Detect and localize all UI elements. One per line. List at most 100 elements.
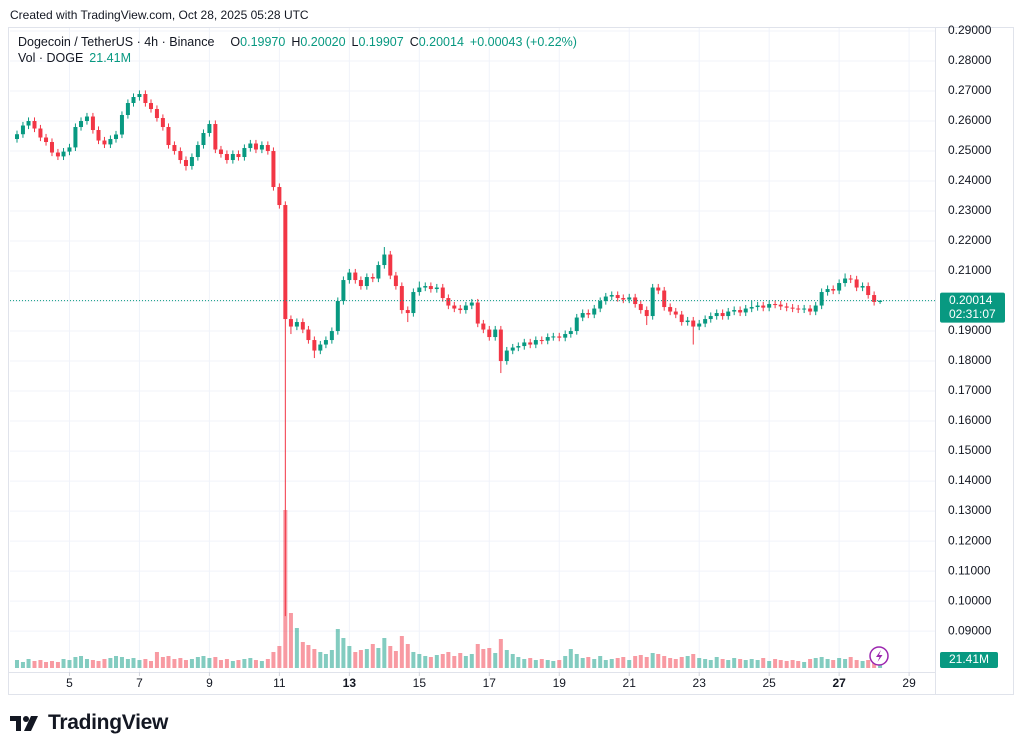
candle-body — [714, 313, 719, 317]
candle-body — [498, 329, 503, 362]
volume-bar — [732, 658, 737, 668]
candle-body — [802, 308, 807, 310]
logo-dot — [23, 716, 29, 722]
candle-body — [353, 272, 358, 281]
candle-body — [668, 307, 673, 312]
volume-bar — [784, 661, 789, 668]
legend: Dogecoin / TetherUS · 4h · Binance O0.19… — [18, 35, 577, 49]
volume-bar — [644, 657, 649, 668]
candle-body — [213, 124, 218, 150]
volume-bar — [294, 628, 299, 668]
candle-body — [796, 308, 801, 310]
candle-body — [73, 127, 78, 148]
volume-bar — [20, 662, 25, 668]
candle-body — [347, 272, 352, 281]
volume-bar — [446, 652, 451, 668]
candle-body — [720, 313, 725, 317]
candle-body — [166, 127, 171, 146]
candle-body — [84, 116, 89, 122]
candle-body — [242, 148, 247, 158]
candle-body — [615, 295, 620, 299]
volume-bar — [796, 661, 801, 668]
y-tick-label: 0.29000 — [948, 23, 992, 37]
volume-bar — [242, 659, 247, 668]
volume-bar — [318, 652, 323, 668]
volume-bar — [843, 659, 848, 668]
x-tick-label: 11 — [273, 676, 286, 690]
spacer — [220, 35, 224, 49]
candle-body — [743, 308, 748, 313]
volume-bar — [172, 659, 177, 668]
candle-body — [61, 151, 66, 157]
candle-body — [557, 336, 562, 338]
candle-body — [726, 311, 731, 317]
candle-body — [592, 308, 597, 315]
volume-bar — [498, 639, 503, 668]
volume-bar — [738, 659, 743, 668]
volume-bar — [545, 660, 550, 668]
candle-body — [108, 139, 113, 145]
volume-bar — [615, 658, 620, 668]
candle-body — [854, 279, 859, 288]
volume-bar — [790, 660, 795, 668]
ohlc-key: C — [409, 35, 419, 49]
candle-body — [860, 286, 865, 288]
alert-icon[interactable] — [869, 646, 889, 666]
candle-body — [545, 337, 550, 341]
volume-bar — [259, 661, 264, 668]
volume-bar — [347, 646, 352, 668]
volume-bar — [598, 656, 603, 668]
candle-body — [224, 154, 229, 161]
x-tick-label: 7 — [136, 676, 143, 690]
volume-bar — [522, 659, 527, 668]
candle-body — [551, 336, 556, 338]
symbol-title: Dogecoin / TetherUS · 4h · Binance — [18, 35, 215, 49]
x-tick-label: 23 — [693, 676, 707, 690]
candle-body — [784, 306, 789, 308]
candle-body — [481, 323, 486, 330]
volume-bar — [878, 663, 883, 668]
volume-bar — [183, 660, 188, 668]
volume-bar — [230, 661, 235, 668]
alert-bolt — [876, 650, 883, 662]
candle-body — [598, 301, 603, 309]
volume-bar — [662, 656, 667, 668]
ohlc-key: H — [291, 35, 301, 49]
candle-body — [603, 296, 608, 302]
volume-bar — [837, 658, 842, 668]
y-tick-label: 0.19000 — [948, 323, 992, 337]
volume-bar — [277, 646, 282, 668]
volume-value: 21.41M — [89, 51, 131, 65]
candle-body — [458, 308, 463, 311]
candle-body — [26, 121, 31, 126]
candle-body — [49, 142, 54, 153]
volume-bar — [621, 657, 626, 668]
volume-bar — [213, 657, 218, 668]
candle-body — [32, 121, 37, 129]
volume-bar — [714, 657, 719, 668]
created-note: Created with TradingView.com, Oct 28, 20… — [10, 8, 309, 22]
last-price-label: 0.20014 — [949, 293, 993, 307]
candle-body — [411, 292, 416, 314]
x-tick-label: 13 — [343, 676, 357, 690]
volume-bar — [102, 659, 107, 668]
candle-body — [568, 331, 573, 335]
candle-body — [522, 342, 527, 347]
candle-body — [819, 292, 824, 306]
volume-bar — [726, 660, 731, 668]
candle-body — [866, 286, 871, 296]
volume-bar — [773, 659, 778, 668]
volume-bar — [627, 660, 632, 668]
volume-bar — [463, 656, 468, 668]
volume-bar — [423, 656, 428, 668]
volume-bar — [44, 662, 49, 668]
candle-body — [119, 115, 124, 135]
candle-body — [306, 329, 311, 341]
volume-bar — [201, 656, 206, 668]
candle-body — [773, 304, 778, 306]
volume-bar — [691, 654, 696, 668]
volume-bar — [125, 659, 130, 668]
volume-bar — [399, 636, 404, 668]
grid — [10, 28, 935, 672]
